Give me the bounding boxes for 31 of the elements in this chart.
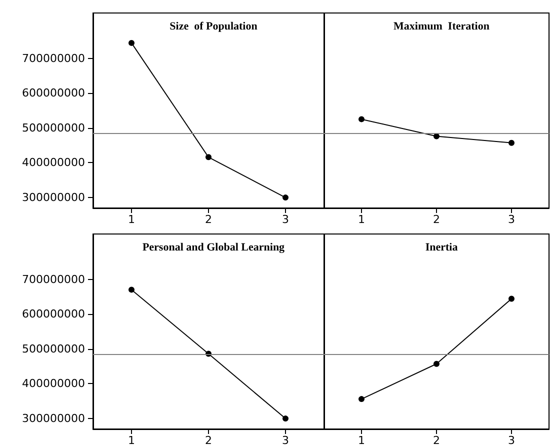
point xyxy=(282,194,288,201)
text: Inertia xyxy=(425,242,458,254)
x-tick-label: 3 xyxy=(508,213,515,226)
x-tick-label: 1 xyxy=(358,434,365,446)
point xyxy=(206,154,212,160)
x-tick-label: 1 xyxy=(358,213,365,226)
y-tick-label: 700000000 xyxy=(22,52,85,65)
y-tick-label: 300000000 xyxy=(22,191,85,204)
x-tick-label: 2 xyxy=(205,434,212,446)
text: Personal and Global Learning xyxy=(142,242,286,254)
y-tick-label: 600000000 xyxy=(22,308,85,321)
x-tick-label: 1 xyxy=(128,434,135,446)
x-tick-label: 3 xyxy=(508,434,515,446)
y-tick-label: 400000000 xyxy=(22,377,85,390)
y-tick-label: 600000000 xyxy=(22,86,85,100)
point xyxy=(128,40,134,46)
y-tick-label: 500000000 xyxy=(22,342,85,356)
y-tick-label: 300000000 xyxy=(22,412,85,426)
x-tick-label: 2 xyxy=(433,213,440,226)
x-tick-label: 2 xyxy=(433,434,440,446)
point xyxy=(128,286,134,293)
point xyxy=(282,416,288,422)
y-tick-label: 700000000 xyxy=(22,272,85,286)
text: Maximum Iteration xyxy=(394,20,490,32)
x-tick-label: 3 xyxy=(282,434,289,446)
x-tick-label: 1 xyxy=(128,213,135,226)
text: Size of Population xyxy=(170,20,258,32)
y-tick-label: 400000000 xyxy=(22,156,85,170)
x-tick-label: 3 xyxy=(282,213,289,226)
x-tick-label: 2 xyxy=(205,213,212,226)
y-tick-label: 500000000 xyxy=(22,121,85,134)
